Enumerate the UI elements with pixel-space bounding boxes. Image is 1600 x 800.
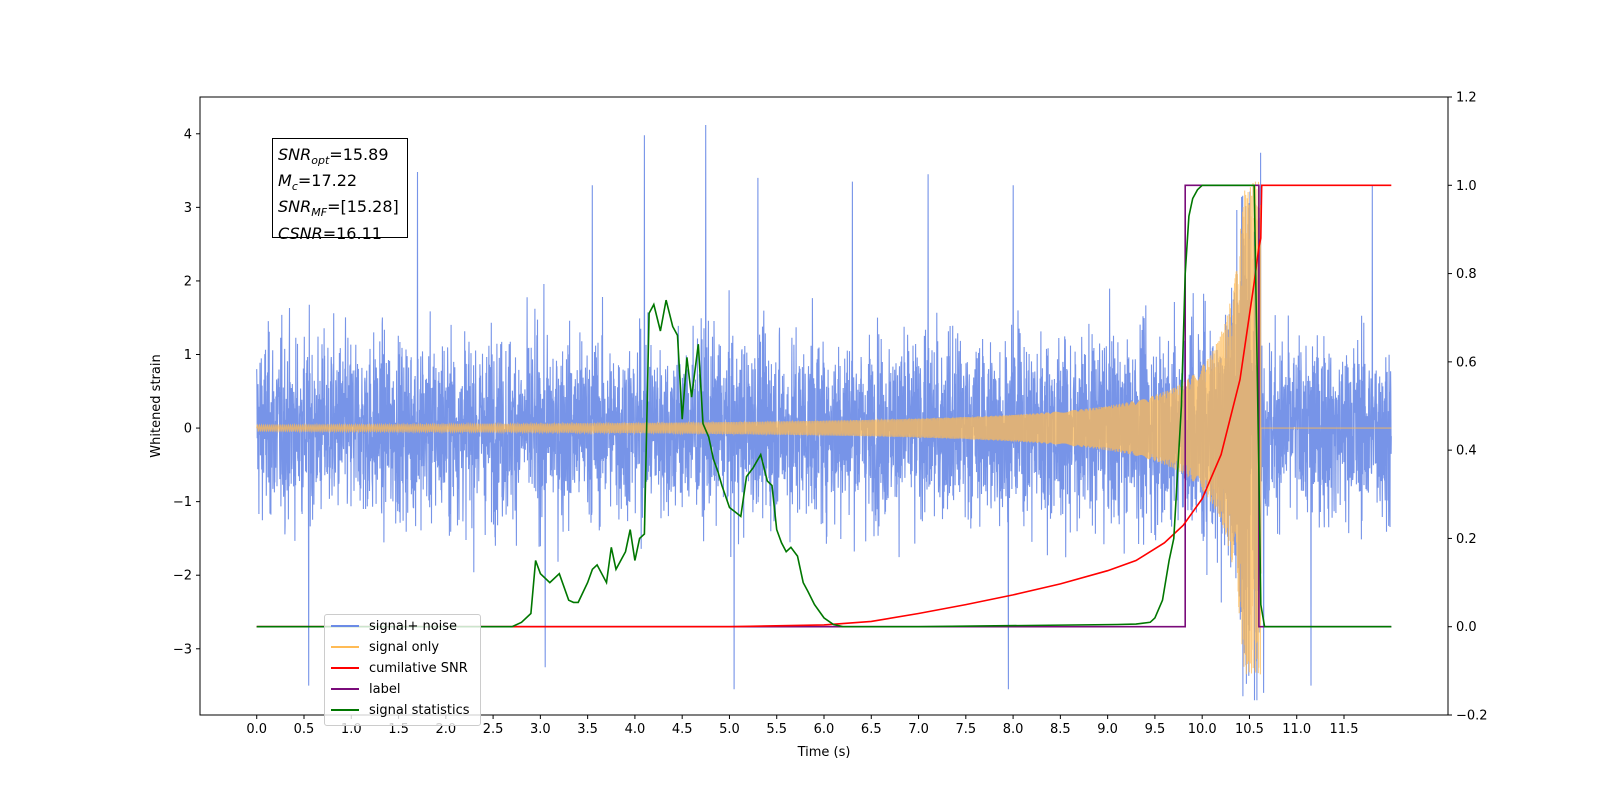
y2-tick-label: 0.0 — [1456, 620, 1477, 635]
x-tick-label: 4.0 — [625, 722, 646, 737]
x-tick-label: 0.5 — [294, 722, 315, 737]
x-tick-label: 11.5 — [1330, 722, 1359, 737]
x-tick-label: 2.5 — [483, 722, 504, 737]
legend-label: signal only — [369, 639, 440, 655]
x-tick-label: 7.0 — [908, 722, 929, 737]
y-tick-label: 3 — [184, 201, 192, 216]
x-tick-label: 6.0 — [814, 722, 835, 737]
snr-mf-text: SNRMF=[15.28] — [278, 197, 399, 220]
x-tick-label: 11.0 — [1282, 722, 1311, 737]
legend-item: signal+ noise — [331, 617, 457, 635]
series-signal-statistics — [256, 184, 1392, 628]
legend-swatch — [331, 709, 359, 711]
y2-tick-label: 0.2 — [1456, 532, 1477, 547]
legend-item: label — [331, 680, 400, 698]
y-tick-label: 1 — [184, 348, 192, 363]
x-tick-label: 9.0 — [1097, 722, 1118, 737]
x-tick-label: 7.5 — [955, 722, 976, 737]
legend-label: cumilative SNR — [369, 660, 468, 676]
x-tick-label: 0.0 — [246, 722, 267, 737]
legend-label: label — [369, 681, 401, 697]
y-axis-label: Whitened strain — [149, 354, 164, 457]
y2-tick-label: 1.2 — [1456, 91, 1477, 106]
legend-item: signal statistics — [331, 701, 470, 719]
x-tick-label: 8.0 — [1003, 722, 1024, 737]
legend-label: signal+ noise — [369, 618, 458, 634]
y2-tick-label: 0.4 — [1456, 444, 1477, 459]
y2-tick-label: −0.2 — [1456, 709, 1488, 724]
x-tick-label: 5.0 — [719, 722, 740, 737]
y-tick-label: −1 — [173, 495, 192, 510]
y-axis-right: −0.2 0.0 0.2 0.4 0.6 0.8 1.0 1.2 — [1448, 91, 1488, 724]
y2-tick-label: 0.6 — [1456, 355, 1477, 370]
x-tick-label: 10.0 — [1188, 722, 1217, 737]
legend-item: signal only — [331, 638, 439, 656]
snr-opt-text: SNRopt=15.89 — [278, 145, 389, 168]
legend-swatch — [331, 667, 359, 669]
y2-tick-label: 0.8 — [1456, 267, 1477, 282]
legend-item: cumilative SNR — [331, 659, 468, 677]
x-tick-label: 3.0 — [530, 722, 551, 737]
series-signal-only — [256, 181, 1392, 675]
stats-box: SNRopt=15.89 Mc=17.22 SNRMF=[15.28] CSNR… — [272, 138, 408, 243]
x-tick-label: 8.5 — [1050, 722, 1071, 737]
x-tick-label: 9.5 — [1145, 722, 1166, 737]
y-tick-label: −2 — [173, 569, 192, 584]
y-tick-label: 2 — [184, 274, 192, 289]
mc-text: Mc=17.22 — [278, 171, 358, 194]
legend-swatch — [331, 625, 359, 627]
legend: signal+ noise signal only cumilative SNR… — [324, 614, 481, 726]
x-tick-label: 6.5 — [861, 722, 882, 737]
x-tick-label: 5.5 — [766, 722, 787, 737]
y2-tick-label: 1.0 — [1456, 179, 1477, 194]
legend-label: signal statistics — [369, 702, 470, 718]
y-tick-label: −3 — [173, 642, 192, 657]
x-axis-label: Time (s) — [797, 745, 851, 760]
legend-swatch — [331, 646, 359, 648]
y-tick-label: 4 — [184, 127, 192, 142]
y-axis-left: −3 −2 −1 0 1 2 3 4 — [173, 127, 200, 657]
x-tick-label: 10.5 — [1235, 722, 1264, 737]
csnr-text: CSNR=16.11 — [278, 223, 382, 243]
x-tick-label: 3.5 — [577, 722, 598, 737]
y-tick-label: 0 — [184, 422, 192, 437]
legend-swatch — [331, 688, 359, 690]
x-tick-label: 4.5 — [672, 722, 693, 737]
series-cumulative-snr — [256, 184, 1392, 628]
